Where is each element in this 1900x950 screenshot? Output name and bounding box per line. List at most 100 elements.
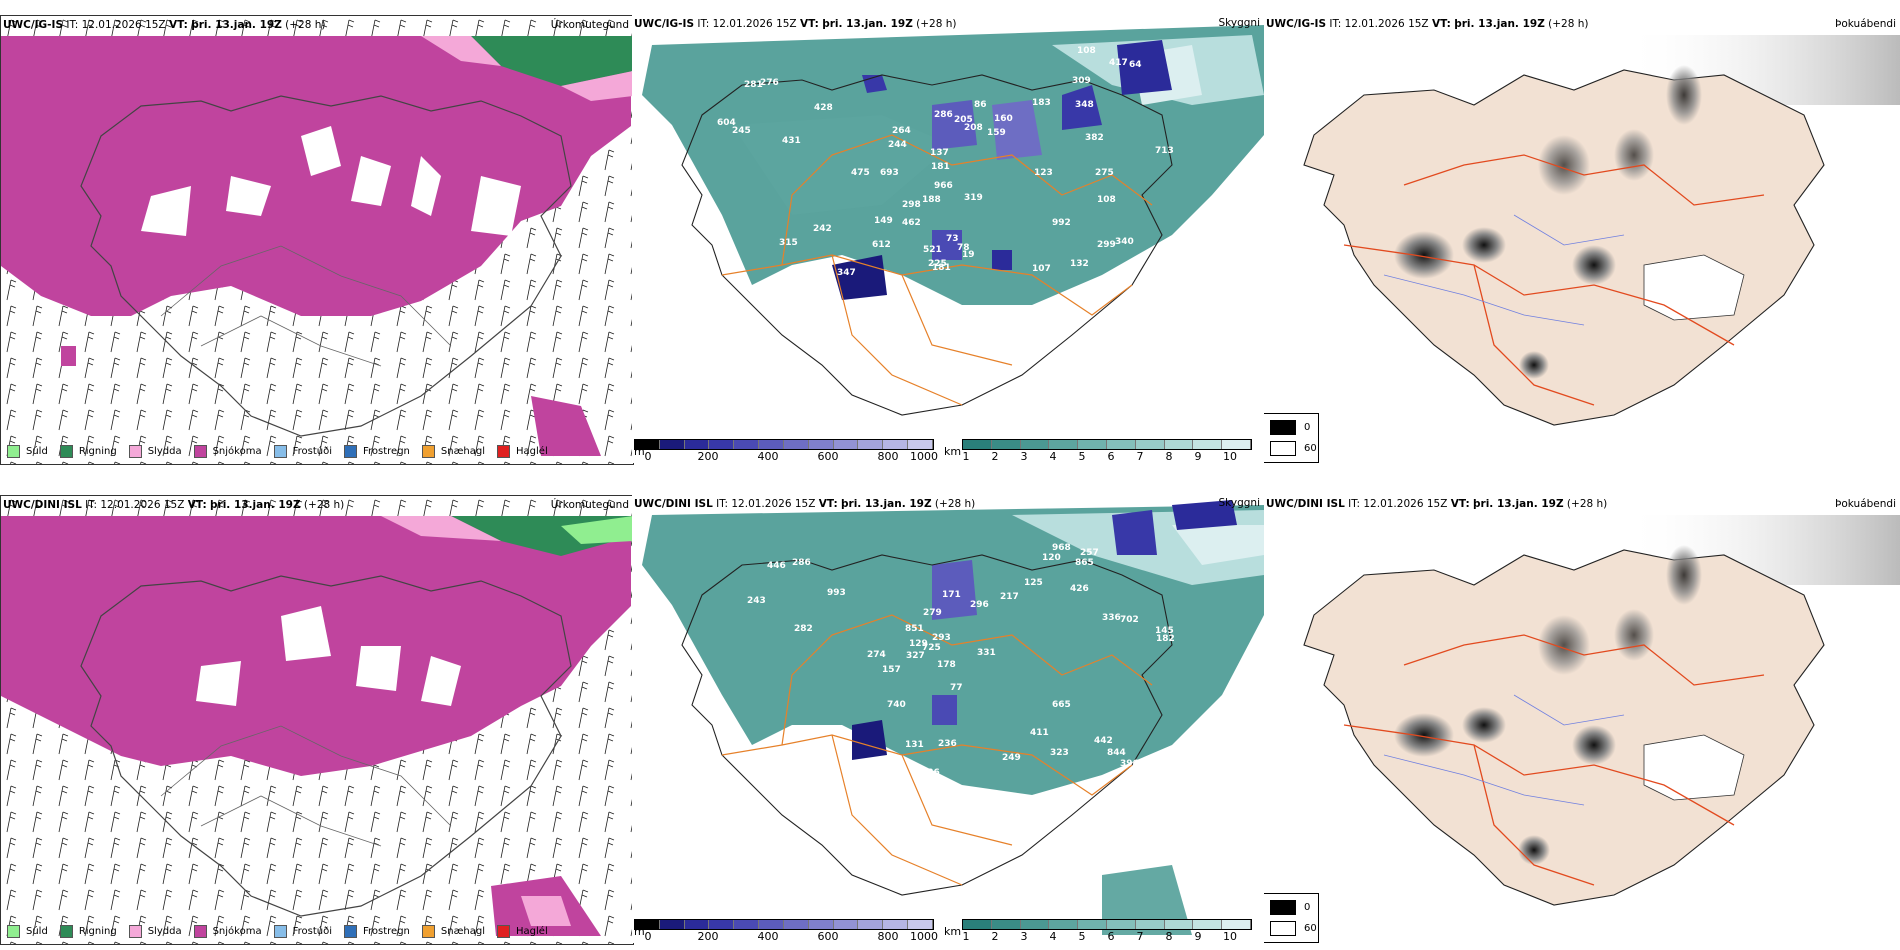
vt-label: VT: (168, 19, 188, 31)
ceiling-value-label: 86 (974, 100, 987, 110)
ceiling-value-label: 286 (792, 558, 811, 568)
tick-label: 2 (991, 930, 999, 943)
legend-label: Frostregn (363, 925, 410, 937)
ceiling-value-label: 428 (814, 103, 833, 113)
legend-swatch (128, 444, 142, 458)
tick-label: 4 (1049, 450, 1057, 463)
legend-item-snaehagl: Snæhagl (421, 924, 486, 938)
bar-cell (1164, 920, 1194, 929)
bar-cell (1193, 440, 1223, 449)
tick-label: 9 (1194, 450, 1202, 463)
vt-label: VT: (187, 499, 207, 511)
legend-label: 0 (1304, 422, 1311, 433)
legend-swatch (59, 444, 73, 458)
ceiling-value-label: 299 (1097, 240, 1116, 250)
ceiling-value-label: 107 (1032, 264, 1051, 274)
legend-swatch (59, 924, 73, 938)
visibility-bar-top: 1 2 3 4 5 6 7 8 9 10 (962, 439, 1252, 463)
tick-label: 200 (697, 930, 719, 943)
ceiling-value-label: 293 (932, 633, 951, 643)
legend-swatch (421, 924, 435, 938)
bar-cell (1078, 920, 1107, 929)
lead-time: (+28 h) (934, 498, 976, 510)
ceiling-value-label: 208 (964, 123, 983, 133)
tick-label: 800 (877, 930, 899, 943)
legend-item-sull: Súld (7, 924, 48, 938)
bar-cell (709, 920, 735, 929)
vt-value: þri. 13.jan. 19Z (822, 18, 913, 30)
bar-cell (1135, 920, 1165, 929)
ceiling-value-label: 462 (902, 218, 921, 228)
ceiling-value-label: 188 (922, 195, 941, 205)
tick-label: 7 (1136, 450, 1144, 463)
ceiling-value-label: 125 (1024, 578, 1043, 588)
bar-cell (1164, 440, 1194, 449)
ceiling-value-label: 968 (1052, 543, 1071, 553)
ceiling-value-label: 323 (1050, 748, 1069, 758)
lead-time: (+28 h) (285, 19, 326, 31)
precip-panel-top: UWC/IG-IS IT: 12.01.2026 15Z VT: þri. 13… (0, 15, 634, 465)
tick-label: 600 (817, 930, 839, 943)
vt-label: VT: (1450, 498, 1470, 510)
legend-label: Súld (26, 925, 48, 937)
legend-item-slydda: Slydda (128, 444, 182, 458)
ceiling-value-label: 993 (827, 588, 846, 598)
cloud-header-top: UWC/IG-IS IT: 12.01.2026 15Z VT: þri. 13… (634, 18, 957, 30)
tick-label: 9 (1194, 930, 1202, 943)
bar-cell (883, 920, 909, 929)
legend-label: Rigning (78, 445, 117, 457)
legend-label: Snæhagl (440, 445, 486, 457)
fog-panel-top: UWC/IG-IS IT: 12.01.2026 15Z VT: þri. 13… (1264, 15, 1900, 463)
legend-swatch (497, 924, 511, 938)
fog-legend-bottom: 0 60 (1264, 893, 1319, 943)
tick-label: 8 (1165, 450, 1173, 463)
precip-title-top: Úrkomutegund (550, 19, 629, 31)
lead-time: (+28 h) (303, 499, 345, 511)
ceiling-value-label: 264 (892, 126, 911, 136)
ceiling-value-label: 296 (970, 600, 989, 610)
legend-swatch (273, 924, 287, 938)
ceiling-value-label: 665 (1052, 700, 1071, 710)
model-name: UWC/IG-IS (634, 18, 695, 30)
ceiling-value-label: 740 (887, 700, 906, 710)
bar-cell (659, 440, 685, 449)
vt-value: þri. 13.jan. 19Z (210, 499, 301, 511)
legend-swatch (7, 924, 20, 938)
ceiling-value-label: 236 (921, 768, 940, 778)
ceiling-value-label: 521 (923, 245, 942, 255)
it-label: IT: (716, 498, 729, 510)
vt-value: þri. 13.jan. 19Z (841, 498, 932, 510)
precip-header-top: UWC/IG-IS IT: 12.01.2026 15Z VT: þri. 13… (3, 19, 326, 31)
fog-title-top: Þokuábendi (1835, 18, 1896, 30)
ceiling-value-label: 64 (1129, 60, 1142, 70)
legend-item-slydda: Slydda (128, 924, 182, 938)
ceiling-value-label: 97 (885, 766, 898, 776)
precip-legend-bottom: Súld Rigning Slydda Snjókoma Frostúði Fr… (1, 918, 554, 944)
ceiling-value-label: 348 (1075, 100, 1094, 110)
bar-cell (734, 920, 760, 929)
legend-swatch (1270, 921, 1296, 936)
tick-label: 3 (1020, 450, 1028, 463)
bar-cell (808, 440, 834, 449)
it-label: IT: (697, 18, 710, 30)
legend-label: 0 (1304, 902, 1311, 913)
bar-cell (759, 920, 784, 929)
legend-item-frostregn: Frostregn (344, 444, 410, 458)
ceiling-value-label: 336 (1102, 613, 1121, 623)
ceiling-value-label: 145 (1155, 626, 1174, 636)
tick-label: 1000 (910, 930, 938, 943)
legend-swatch (193, 924, 207, 938)
fog-legend-row-high: 0 (1270, 900, 1310, 915)
ceiling-value-label: 8 (872, 778, 878, 788)
legend-label: Snæhagl (440, 925, 486, 937)
ceiling-value-label: 442 (1094, 736, 1113, 746)
ceiling-value-label: 129 (909, 639, 928, 649)
ceiling-value-label: 236 (938, 739, 957, 749)
legend-item-sull: Súld (7, 444, 48, 458)
bar-cell (858, 440, 884, 449)
legend-swatch (193, 444, 207, 458)
tick-label: 2 (991, 450, 999, 463)
it-value: 12.01.2026 15Z (1344, 18, 1429, 30)
bar-cell (808, 920, 834, 929)
